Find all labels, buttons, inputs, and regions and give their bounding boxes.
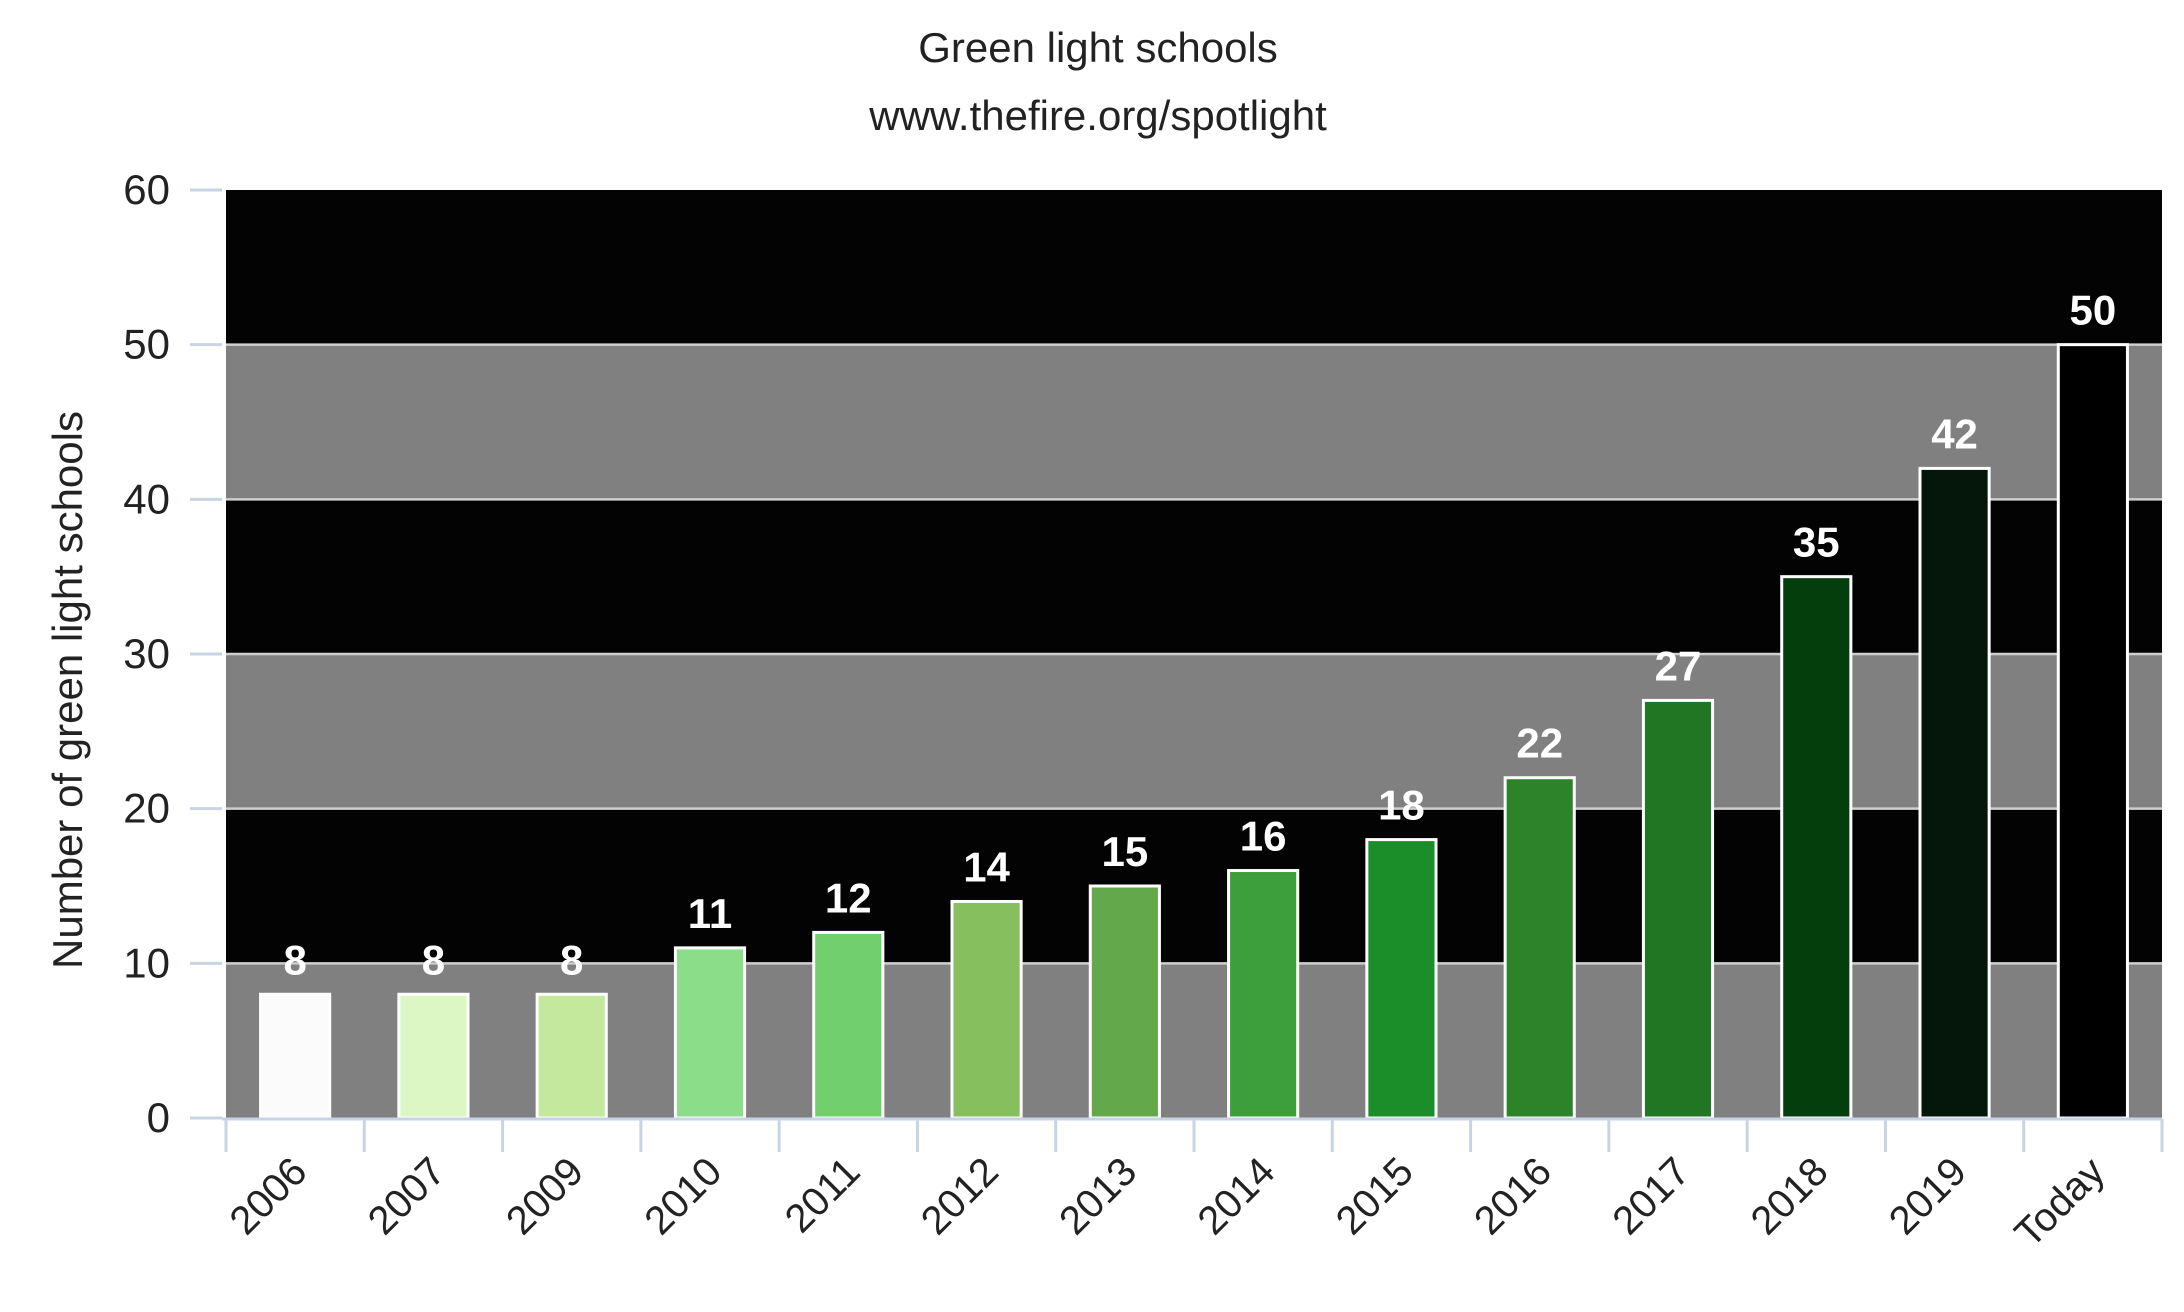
x-tick-label: 2007: [360, 1149, 454, 1243]
y-tick-label: 50: [123, 321, 170, 368]
data-label-2013: 15: [1101, 828, 1148, 875]
plot-band: [226, 344, 2162, 500]
x-tick-label: 2010: [636, 1149, 730, 1243]
bar-2010: [673, 946, 747, 1120]
x-tick-label: Today: [2007, 1149, 2114, 1256]
x-tick-label: 2018: [1743, 1149, 1837, 1243]
plot-band: [226, 499, 2162, 654]
y-tick-label: 10: [123, 939, 170, 986]
x-tick-label: 2012: [913, 1149, 1007, 1243]
data-label-2007: 8: [422, 936, 445, 983]
data-label-2010: 11: [688, 890, 732, 937]
y-tick-label: 20: [123, 785, 170, 832]
x-tick-label: 2019: [1881, 1149, 1975, 1243]
bar-2019: [1918, 466, 1991, 1120]
data-label-2015: 18: [1378, 782, 1425, 829]
y-axis: 0 10 20 30 40 50 60: [123, 166, 222, 1141]
data-label-2009: 8: [560, 936, 583, 983]
x-tick-label: 2009: [498, 1149, 592, 1243]
x-tick-label: 2014: [1189, 1149, 1283, 1243]
bar-2007: [397, 992, 470, 1120]
bars: [259, 343, 2129, 1120]
data-labels: 8 8 8 11 12 14 15 16 18 22 27 35 42 50: [283, 287, 2116, 984]
bar-2009: [535, 992, 608, 1120]
x-tick-label: 2011: [777, 1149, 869, 1241]
plot-band: [226, 808, 2162, 964]
y-tick-label: 40: [123, 475, 170, 522]
bar-2017: [1641, 698, 1715, 1120]
bar-2018: [1780, 575, 1853, 1120]
bar-2012: [950, 899, 1023, 1120]
y-axis-label: Number of green light schools: [44, 411, 91, 969]
data-label-2017: 27: [1655, 642, 1702, 689]
bar-2014: [1227, 869, 1300, 1120]
data-label-2019: 42: [1931, 410, 1978, 457]
data-label-today: 50: [2069, 287, 2116, 334]
bar-2006: [259, 992, 332, 1120]
plot-band: [226, 190, 2162, 345]
bar-2015: [1365, 838, 1438, 1120]
bar-2011: [812, 930, 885, 1120]
x-tick-label: 2015: [1328, 1149, 1422, 1243]
chart-title: Green light schools: [918, 24, 1278, 71]
chart-subtitle: www.thefire.org/spotlight: [868, 92, 1327, 139]
x-axis: 2006 2007 2009 2010 2011 2012 2013 2014 2015 2016…: [221, 1117, 2164, 1256]
bar-today: [2056, 343, 2129, 1120]
data-label-2011: 12: [825, 874, 872, 921]
plot-band: [226, 963, 2162, 1118]
x-tick-label: 2016: [1466, 1149, 1560, 1243]
bar-2016: [1503, 776, 1576, 1120]
y-tick-label: 0: [147, 1094, 170, 1141]
data-label-2018: 35: [1793, 519, 1840, 566]
data-label-2006: 8: [283, 936, 306, 983]
data-label-2016: 22: [1516, 720, 1563, 767]
data-label-2014: 16: [1240, 813, 1287, 860]
plot-band: [226, 654, 2162, 809]
y-tick-label: 60: [123, 166, 170, 213]
data-label-2012: 14: [963, 843, 1010, 890]
x-tick-label: 2013: [1051, 1149, 1145, 1243]
x-tick-label: 2006: [221, 1149, 315, 1243]
x-tick-label: 2017: [1604, 1149, 1698, 1243]
bar-2013: [1088, 884, 1161, 1120]
y-tick-label: 30: [123, 630, 170, 677]
